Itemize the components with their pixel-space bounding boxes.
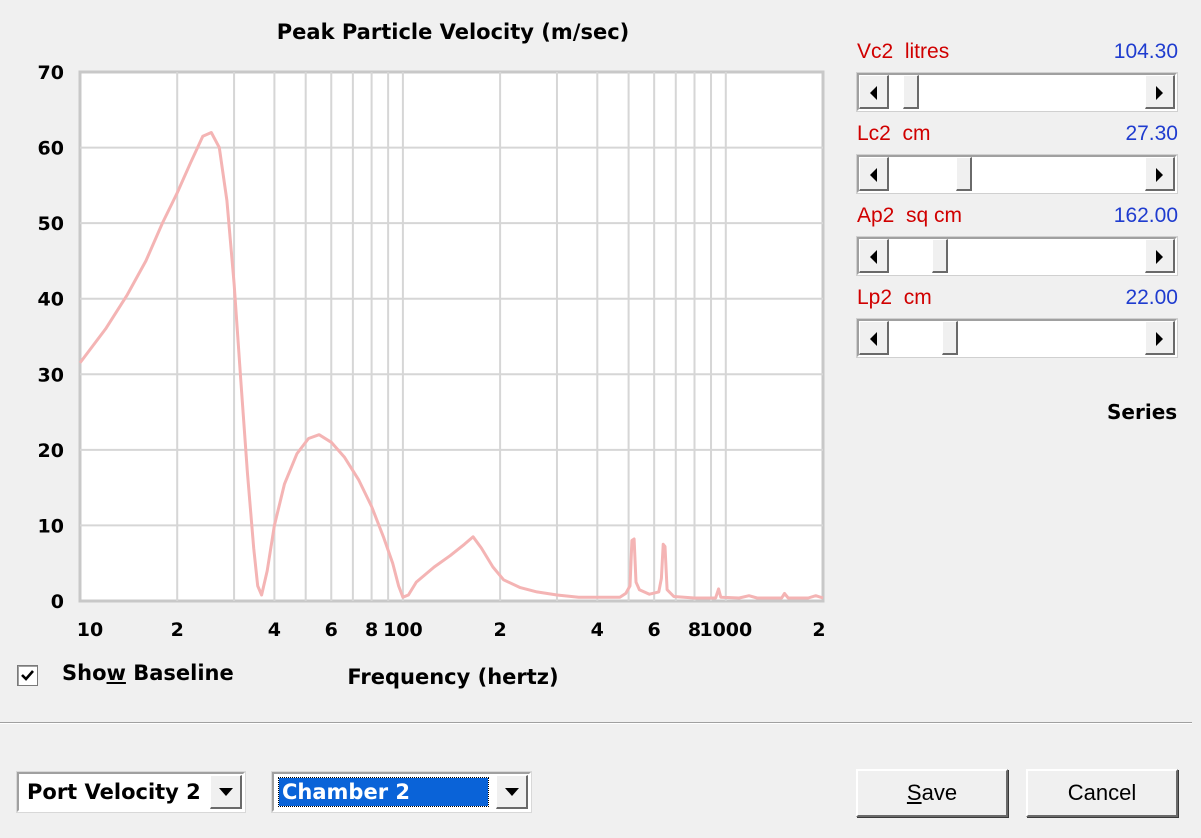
arrow-left-icon <box>870 332 877 346</box>
separator-line <box>0 722 1192 724</box>
show-baseline-label[interactable]: Show Baseline <box>62 661 234 685</box>
slider-lc2[interactable] <box>857 155 1177 193</box>
show-baseline-label-prefix: Sho <box>62 661 107 685</box>
arrow-left-icon <box>870 250 877 264</box>
save-label-rest: ave <box>921 780 958 805</box>
scroll-right-button[interactable] <box>1145 157 1175 191</box>
port-velocity-combo[interactable]: Port Velocity 2 <box>17 772 245 812</box>
checkmark-icon <box>21 670 34 681</box>
x-tick-label: 4 <box>591 619 604 641</box>
y-tick-label: 60 <box>38 138 64 160</box>
slider-vc2[interactable] <box>857 73 1177 111</box>
chart-title: Peak Particle Velocity (m/sec) <box>277 20 629 44</box>
series-label: Series <box>1107 400 1178 424</box>
chamber-combo[interactable]: Chamber 2 <box>272 772 531 812</box>
arrow-right-icon <box>1156 332 1163 346</box>
scroll-left-button[interactable] <box>859 321 889 355</box>
y-tick-label: 30 <box>38 364 64 386</box>
scroll-right-button[interactable] <box>1145 239 1175 273</box>
x-tick-label: 2 <box>812 619 825 641</box>
y-tick-label: 70 <box>38 62 64 84</box>
chevron-down-icon <box>505 788 519 796</box>
port-velocity-combo-value: Port Velocity 2 <box>27 780 201 804</box>
param-name-ap2: Ap2 sq cm <box>857 204 963 227</box>
save-button[interactable]: Save <box>856 769 1008 817</box>
slider-thumb[interactable] <box>903 75 920 109</box>
param-name-lc2: Lc2 cm <box>857 122 931 145</box>
grid-lines <box>80 72 823 601</box>
y-tick-label: 20 <box>38 440 64 462</box>
param-name-vc2: Vc2 litres <box>857 40 950 63</box>
x-tick-label: 6 <box>648 619 661 641</box>
x-tick-label: 10 <box>77 619 103 641</box>
param-name-lp2: Lp2 cm <box>857 286 932 309</box>
x-tick-label: 2 <box>171 619 184 641</box>
scroll-left-button[interactable] <box>859 239 889 273</box>
x-tick-label: 1000 <box>699 619 752 641</box>
slider-thumb[interactable] <box>932 239 949 273</box>
show-baseline-hotkey: w <box>106 661 126 685</box>
show-baseline-checkbox[interactable] <box>17 665 38 686</box>
slider-ap2[interactable] <box>857 237 1177 275</box>
arrow-right-icon <box>1156 168 1163 182</box>
param-value-lc2: 27.30 <box>1125 122 1178 145</box>
x-tick-label: 8 <box>365 619 378 641</box>
velocity-curve-line <box>78 131 824 600</box>
arrow-right-icon <box>1156 250 1163 264</box>
x-tick-label: 8 <box>688 619 701 641</box>
y-tick-label: 40 <box>38 289 64 311</box>
chamber-combo-value: Chamber 2 <box>278 777 489 807</box>
combo-dropdown-button[interactable] <box>496 775 528 809</box>
plot-area <box>78 70 825 603</box>
curve-layer <box>78 131 824 600</box>
scroll-right-button[interactable] <box>1145 321 1175 355</box>
slider-thumb[interactable] <box>941 321 958 355</box>
scroll-left-button[interactable] <box>859 75 889 109</box>
y-tick-label: 10 <box>38 515 64 537</box>
x-tick-label: 6 <box>325 619 338 641</box>
y-tick-labels: 0 10 20 30 40 50 60 70 <box>38 62 64 613</box>
param-value-lp2: 22.00 <box>1125 286 1178 309</box>
x-axis-title: Frequency (hertz) <box>347 665 558 689</box>
x-tick-label: 2 <box>493 619 506 641</box>
scroll-left-button[interactable] <box>859 157 889 191</box>
combo-dropdown-button[interactable] <box>210 775 242 809</box>
arrow-left-icon <box>870 86 877 100</box>
x-tick-label: 100 <box>383 619 423 641</box>
y-tick-label: 0 <box>51 591 64 613</box>
cancel-button[interactable]: Cancel <box>1026 769 1178 817</box>
param-value-ap2: 162.00 <box>1113 204 1178 227</box>
save-hotkey: S <box>906 780 922 805</box>
chevron-down-icon <box>219 788 233 796</box>
scroll-right-button[interactable] <box>1145 75 1175 109</box>
param-value-vc2: 104.30 <box>1113 40 1178 63</box>
velocity-chart: Peak Particle Velocity (m/sec) 010203040… <box>38 20 826 689</box>
x-tick-label: 4 <box>268 619 281 641</box>
y-tick-label: 50 <box>38 213 64 235</box>
show-baseline-label-suffix: Baseline <box>125 661 234 685</box>
arrow-left-icon <box>870 168 877 182</box>
slider-lp2[interactable] <box>857 319 1177 357</box>
arrow-right-icon <box>1156 86 1163 100</box>
slider-thumb[interactable] <box>956 157 973 191</box>
